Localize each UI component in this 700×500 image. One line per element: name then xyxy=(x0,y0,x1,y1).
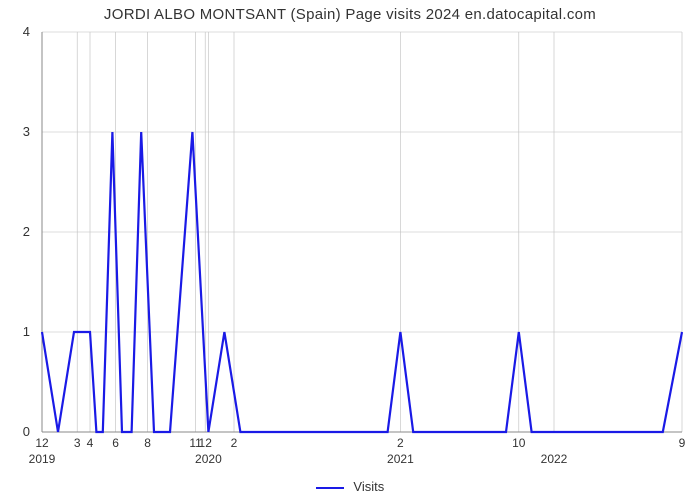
ytick-label: 3 xyxy=(23,124,30,139)
ytick-label: 2 xyxy=(23,224,30,239)
chart-svg: 012341234681112221092019202020212022 xyxy=(0,0,700,500)
visits-line xyxy=(42,132,682,432)
xtick-major-label: 2020 xyxy=(195,452,222,466)
legend-label: Visits xyxy=(353,479,384,494)
xtick-minor-label: 9 xyxy=(679,436,686,450)
chart-title: JORDI ALBO MONTSANT (Spain) Page visits … xyxy=(0,6,700,23)
xtick-major-label: 2021 xyxy=(387,452,414,466)
xtick-minor-label: 3 xyxy=(74,436,81,450)
xtick-major-label: 2022 xyxy=(541,452,568,466)
chart-container: { "chart": { "type": "line", "title": "J… xyxy=(0,0,700,500)
xtick-minor-label: 12 xyxy=(199,436,213,450)
ytick-label: 1 xyxy=(23,324,30,339)
legend: Visits xyxy=(0,479,700,494)
xtick-minor-label: 4 xyxy=(87,436,94,450)
legend-swatch xyxy=(316,487,344,489)
xtick-minor-label: 2 xyxy=(397,436,404,450)
xtick-minor-label: 2 xyxy=(231,436,238,450)
xtick-minor-label: 8 xyxy=(144,436,151,450)
xtick-major-label: 2019 xyxy=(29,452,56,466)
xtick-minor-label: 10 xyxy=(512,436,526,450)
xtick-minor-label: 12 xyxy=(35,436,49,450)
xtick-minor-label: 6 xyxy=(112,436,119,450)
ytick-label: 4 xyxy=(23,24,30,39)
ytick-label: 0 xyxy=(23,424,30,439)
